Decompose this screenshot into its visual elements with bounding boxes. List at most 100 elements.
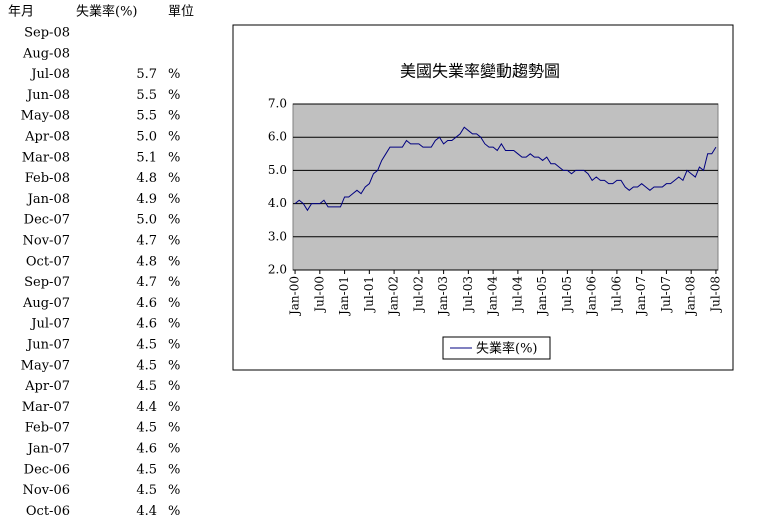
table-cell: Mar-07 — [22, 400, 70, 415]
table-cell: 4.8 — [136, 171, 157, 186]
table-cell: 5.7 — [136, 67, 157, 82]
x-tick-label: Jul-06 — [609, 276, 623, 314]
table-cell: Oct-07 — [26, 254, 70, 269]
table-cell: 4.7 — [136, 275, 157, 290]
x-tick-label: Jul-05 — [560, 276, 574, 314]
table-cell: 5.5 — [136, 88, 157, 103]
table-cell: % — [168, 379, 180, 394]
x-tick-label: Jan-06 — [585, 276, 599, 317]
table-cell: % — [168, 317, 180, 332]
table-cell: Nov-07 — [23, 234, 70, 249]
table-cell: Dec-07 — [24, 213, 70, 228]
table-cell: 4.8 — [136, 254, 157, 269]
table-cell: % — [168, 442, 180, 457]
table-cell: Dec-06 — [24, 462, 70, 477]
table-cell: Feb-07 — [25, 421, 70, 436]
table-cell: % — [168, 254, 180, 269]
table-cell: % — [168, 67, 180, 82]
table-cell: Jun-08 — [25, 88, 70, 103]
legend-box — [442, 336, 551, 360]
x-tick-label: Jul-01 — [362, 276, 376, 314]
header-cell: 失業率(%) — [76, 4, 138, 20]
table-cell: % — [168, 504, 180, 519]
table-cell: Apr-07 — [24, 379, 70, 394]
table-cell: % — [168, 130, 180, 145]
table-cell: % — [168, 234, 180, 249]
table-cell: Sep-08 — [24, 26, 70, 41]
table-cell: 4.4 — [136, 400, 157, 415]
data-line — [294, 126, 717, 212]
table-cell: Jun-07 — [25, 338, 70, 353]
table-cell: 4.5 — [136, 358, 157, 373]
table-cell: Mar-08 — [22, 150, 70, 165]
x-tick-label: Jan-01 — [337, 276, 351, 317]
table-cell: May-07 — [21, 358, 70, 373]
table-cell: 5.0 — [136, 213, 157, 228]
table-cell: Aug-08 — [22, 46, 70, 61]
table-cell: Apr-08 — [24, 130, 70, 145]
y-tick-label: 4.0 — [268, 196, 287, 210]
table-cell: 4.6 — [136, 296, 157, 311]
x-tick-label: Jan-00 — [288, 276, 302, 317]
plot-area — [292, 103, 719, 271]
x-tick-label: Jan-05 — [535, 276, 549, 317]
table-cell: 4.5 — [136, 421, 157, 436]
table-cell: 4.5 — [136, 462, 157, 477]
table-cell: % — [168, 296, 180, 311]
table-cell: 4.6 — [136, 317, 157, 332]
table-cell: Oct-06 — [26, 504, 70, 519]
table-cell: 4.9 — [136, 192, 157, 207]
table-cell: 4.5 — [136, 483, 157, 498]
table-cell: May-08 — [21, 109, 70, 124]
x-tick-label: Jul-03 — [461, 276, 475, 314]
y-tick-label: 2.0 — [268, 263, 287, 277]
table-cell: % — [168, 88, 180, 103]
table-cell: Jan-07 — [26, 442, 70, 457]
x-tick-label: Jul-07 — [659, 276, 673, 314]
table-cell: % — [168, 400, 180, 415]
table-cell: % — [168, 462, 180, 477]
x-tick-label: Jan-07 — [634, 276, 648, 317]
chart-title: 美國失業率變動趨勢圖 — [400, 62, 560, 81]
table-cell: Jul-07 — [29, 317, 70, 332]
table-cell: 4.6 — [136, 442, 157, 457]
table-cell: % — [168, 109, 180, 124]
x-tick-label: Jan-03 — [436, 276, 450, 317]
x-tick-label: Jul-00 — [312, 276, 326, 314]
table-cell: % — [168, 358, 180, 373]
header-cell: 年月 — [8, 5, 34, 20]
x-tick-label: Jan-08 — [684, 276, 698, 317]
table-cell: % — [168, 213, 180, 228]
x-tick-label: Jul-04 — [510, 276, 524, 314]
legend-label: 失業率(%) — [476, 341, 538, 357]
table-cell: Nov-06 — [23, 483, 70, 498]
table-cell: 4.4 — [136, 504, 157, 519]
table-cell: Aug-07 — [22, 296, 70, 311]
table-cell: Feb-08 — [25, 171, 70, 186]
table-cell: Jul-08 — [29, 67, 70, 82]
table-cell: Jan-08 — [26, 192, 70, 207]
table-cell: % — [168, 421, 180, 436]
table-cell: % — [168, 192, 180, 207]
table-cell: % — [168, 171, 180, 186]
table-cell: 5.0 — [136, 130, 157, 145]
table-cell: Sep-07 — [24, 275, 70, 290]
table-cell: 4.5 — [136, 338, 157, 353]
y-tick-label: 6.0 — [268, 130, 287, 144]
table-cell: 4.5 — [136, 379, 157, 394]
x-tick-label: Jan-02 — [387, 276, 401, 317]
table-cell: % — [168, 150, 180, 165]
table-cell: 5.1 — [136, 150, 157, 165]
header-cell: 單位 — [168, 5, 194, 20]
table-cell: % — [168, 275, 180, 290]
table-cell: 5.5 — [136, 109, 157, 124]
x-tick-label: Jan-04 — [486, 276, 500, 317]
table-cell: % — [168, 338, 180, 353]
table-cell: 4.7 — [136, 234, 157, 249]
x-tick-label: Jul-02 — [411, 276, 425, 314]
x-tick-label: Jul-08 — [708, 276, 722, 314]
table-cell: % — [168, 483, 180, 498]
y-tick-label: 5.0 — [268, 163, 287, 177]
y-tick-label: 3.0 — [268, 229, 287, 243]
